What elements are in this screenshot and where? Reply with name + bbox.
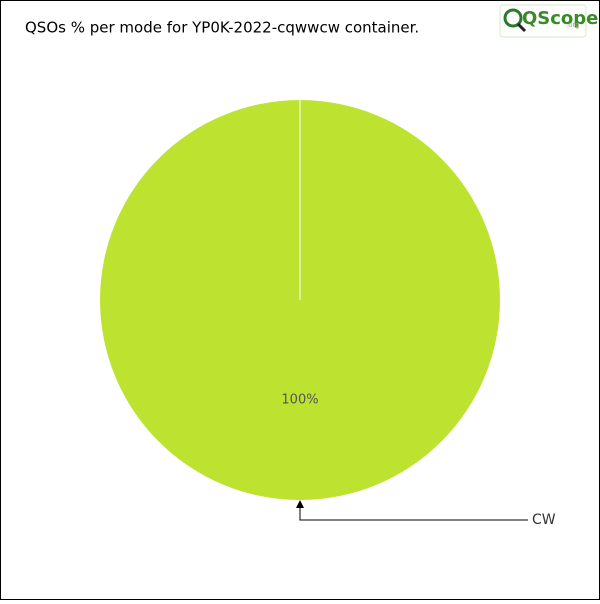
logo-icon [503, 8, 523, 28]
logo: QScope .org [499, 4, 598, 38]
category-label: CW [532, 512, 556, 528]
logo-suffix: .org [566, 21, 580, 29]
logo-icon-handle [516, 22, 527, 33]
leader-arrow [296, 500, 304, 508]
slice-value-label: 100% [281, 393, 318, 408]
chart-title: QSOs % per mode for YP0K-2022-cqwwcw con… [25, 19, 419, 37]
leader-line [299, 508, 528, 521]
logo-name: QScope [522, 8, 598, 29]
